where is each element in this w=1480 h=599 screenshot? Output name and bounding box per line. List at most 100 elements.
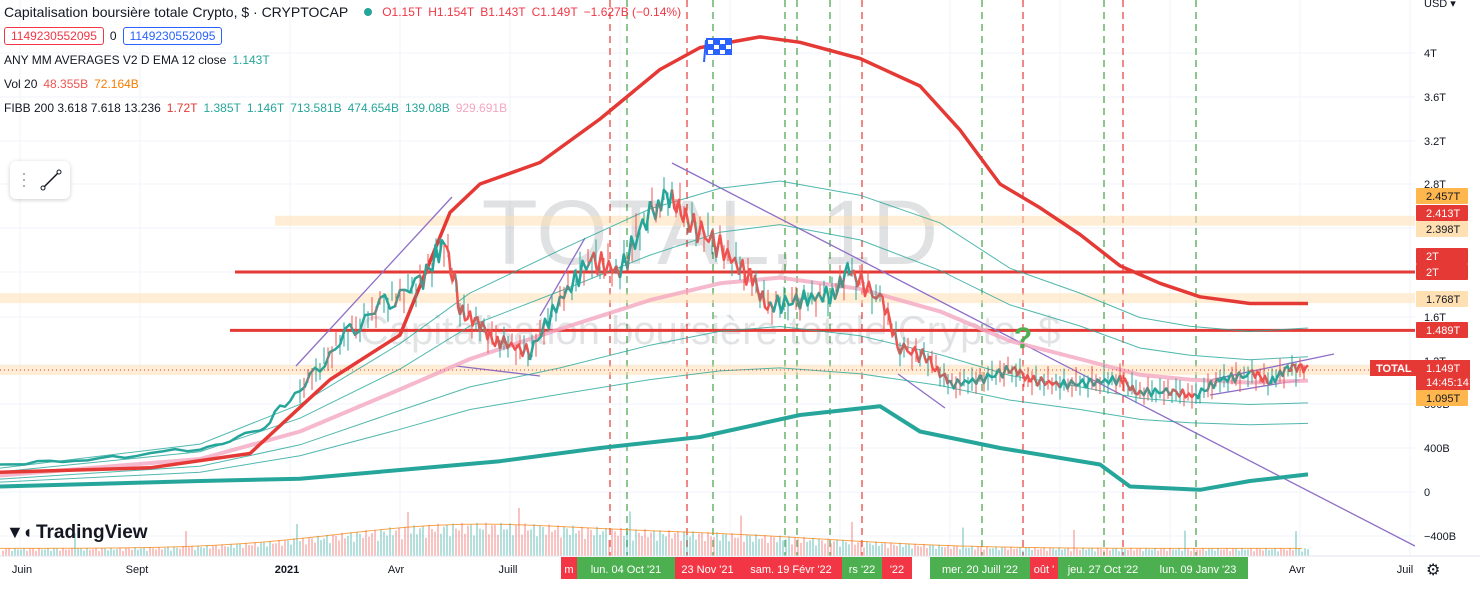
price-segment-1 <box>99 447 201 460</box>
volume-bar <box>638 532 640 556</box>
volume-bar <box>785 539 787 556</box>
volume-bar <box>737 537 739 556</box>
volume-bar <box>914 543 916 556</box>
volume-bar <box>227 546 229 556</box>
value-box-left[interactable]: 1149230552095 <box>4 27 104 45</box>
volume-bar <box>218 549 220 556</box>
price-segment-10 <box>478 320 502 350</box>
volume-bar <box>569 534 571 556</box>
volume-bar <box>203 547 205 556</box>
volume-bar <box>770 536 772 556</box>
volume-bar <box>1082 547 1084 556</box>
annotations[interactable]: ? <box>0 38 1415 371</box>
volume-bar <box>377 540 379 556</box>
fib-band-line-0 <box>0 180 1309 469</box>
volume-bar <box>923 543 925 556</box>
vol-indicator-label[interactable]: Vol 20 <box>4 77 38 91</box>
trendline-tool-icon[interactable] <box>10 161 70 199</box>
volume-bar <box>635 529 637 556</box>
volume-bar <box>1199 549 1201 556</box>
volume-bar <box>1112 548 1114 556</box>
price-segment-13 <box>559 259 592 300</box>
volume-bar <box>908 543 910 556</box>
vol-value-2: 72.164B <box>94 77 139 91</box>
volume-bar <box>977 546 979 556</box>
volume-bar <box>344 538 346 556</box>
volume-bar <box>1259 548 1261 556</box>
volume-bar <box>578 530 580 556</box>
trend-line-0 <box>295 196 453 367</box>
volume-bar <box>740 515 742 556</box>
price-segment-28 <box>948 374 982 390</box>
symbol-tag: TOTAL <box>1376 363 1412 375</box>
volume-bar <box>98 551 100 556</box>
volume-bar <box>1274 548 1276 556</box>
volume-bar <box>11 551 13 556</box>
volume-bar <box>1070 551 1072 556</box>
volume-bar <box>173 546 175 556</box>
volume-bar <box>899 542 901 556</box>
volume-bar <box>350 532 352 556</box>
volume-bar <box>1142 551 1144 556</box>
y-tick-label-7: 400B <box>1424 443 1450 455</box>
trend-line-1 <box>455 365 541 377</box>
x-tick-label-5: Avr <box>1289 564 1306 576</box>
volume-bar <box>1073 529 1075 556</box>
highlight-band-2 <box>0 364 1415 375</box>
volume-bar <box>722 534 724 556</box>
tradingview-logo[interactable]: ▼◖ TradingView <box>6 522 148 544</box>
volume-bar <box>626 531 628 556</box>
volume-bar <box>182 546 184 556</box>
volume-bar <box>347 535 349 556</box>
y-tick-label-1: 3.6T <box>1424 92 1446 104</box>
volume-bar <box>1124 549 1126 556</box>
highlight-band-0 <box>275 215 1415 226</box>
price-tag-4: 2T <box>1426 267 1439 279</box>
volume-bar <box>746 535 748 556</box>
price-tag-3: 2T <box>1426 251 1439 263</box>
y-tick-label-0: 4T <box>1424 48 1437 60</box>
volume-bar <box>26 550 28 556</box>
series-line-1 <box>0 35 1308 474</box>
volume-bar <box>677 531 679 556</box>
volume-bar <box>470 524 472 556</box>
volume-bar <box>716 532 718 556</box>
symbol-title[interactable]: Capitalisation boursière totale Crypto, … <box>4 4 349 20</box>
volume-bar <box>773 537 775 556</box>
y-tick-label-8: 0 <box>1424 487 1430 499</box>
volume-bar <box>308 537 310 556</box>
volume-bar <box>707 532 709 556</box>
volume-bar <box>884 542 886 556</box>
volume-bar <box>71 547 73 556</box>
ma-indicator-label[interactable]: ANY MM AVERAGES V2 D EMA 12 close <box>4 53 227 67</box>
value-box-right[interactable]: 1149230552095 <box>122 27 223 45</box>
price-axis[interactable]: USD ▾4T3.6T3.2T2.8T1.6T1.2T800B400B0−400… <box>1370 0 1480 556</box>
flag-check <box>726 45 731 49</box>
volume-bar <box>992 548 994 556</box>
volume-bar <box>620 527 622 556</box>
volume-bar <box>890 542 892 556</box>
volume-bar <box>236 544 238 556</box>
volume-bar <box>755 534 757 556</box>
volume-bar <box>401 539 403 556</box>
price-segment-9 <box>458 304 482 332</box>
volume-bar <box>296 523 298 556</box>
volume-bar <box>1094 551 1096 556</box>
volume-bar <box>395 530 397 556</box>
time-axis[interactable]: Juin Sept 2021 Avr Juill Avr Juil m lun. 04 Oct … <box>0 555 1480 599</box>
date-tag-bg-6 <box>930 557 1030 579</box>
drawing-toolbar[interactable] <box>10 161 70 199</box>
settings-gear-icon[interactable]: ⚙ <box>1426 560 1440 579</box>
date-tag-bg-0 <box>561 557 577 579</box>
chart-legend: Capitalisation boursière totale Crypto, … <box>4 0 681 120</box>
volume-bar <box>110 547 112 556</box>
volume-bar <box>1034 547 1036 556</box>
volume-bar <box>809 540 811 556</box>
volume-bar <box>329 543 331 556</box>
volume-bar <box>644 529 646 556</box>
fib-indicator-label[interactable]: FIBB 200 3.618 7.618 13.236 <box>4 101 161 115</box>
volume-bar <box>614 531 616 556</box>
volume-bar <box>1235 548 1237 556</box>
volume-bar <box>1196 549 1198 556</box>
